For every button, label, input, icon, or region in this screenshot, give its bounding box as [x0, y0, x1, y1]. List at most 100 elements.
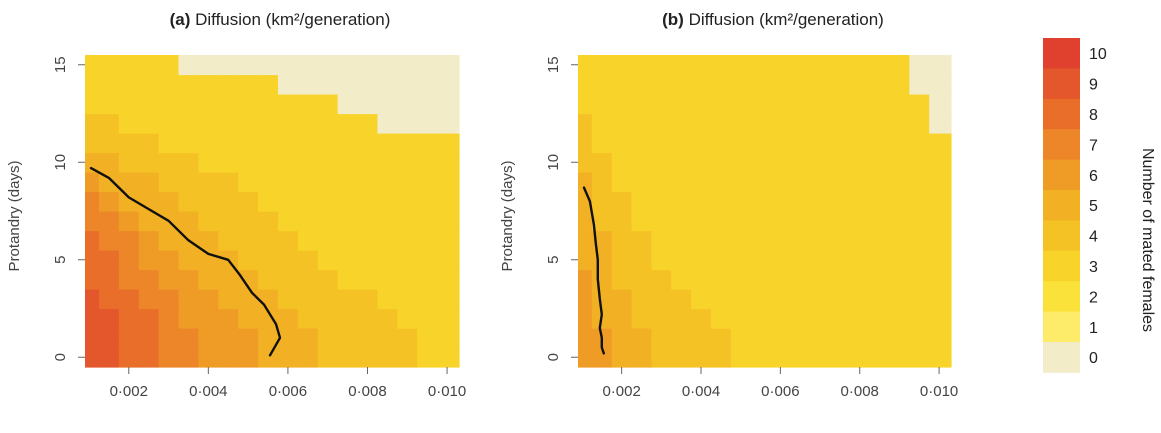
legend-swatch: [1043, 281, 1080, 312]
heatmap-cell: [810, 152, 831, 173]
heatmap-cell: [651, 308, 672, 329]
heatmap-cell: [417, 133, 438, 154]
heatmap-cell: [849, 347, 871, 368]
heatmap-cell: [178, 347, 199, 368]
heatmap-cell: [869, 191, 891, 212]
heatmap-cell: [889, 152, 910, 173]
heatmap-cell: [178, 250, 199, 271]
heatmap-cell: [337, 211, 359, 232]
heatmap-cell: [710, 94, 732, 115]
y-tick-label: 5: [545, 256, 562, 264]
heatmap-cell: [770, 191, 791, 212]
heatmap-cell: [198, 55, 219, 76]
heatmap-cell: [238, 347, 259, 368]
heatmap-cell: [750, 133, 772, 154]
legend-label: 5: [1089, 198, 1098, 215]
heatmap-cell: [158, 308, 180, 329]
heatmap-cell: [297, 347, 319, 368]
heatmap-cell: [337, 308, 359, 329]
heatmap-cell: [849, 289, 871, 310]
heatmap-cell: [118, 191, 140, 212]
heatmap-cell: [691, 230, 712, 251]
heatmap-cell: [85, 289, 100, 310]
heatmap-cell: [671, 308, 692, 329]
heatmap-cell: [750, 230, 772, 251]
heatmap-cell: [337, 55, 359, 76]
heatmap-cell: [377, 250, 398, 271]
heatmap-cell: [218, 152, 239, 173]
heatmap-cell: [810, 308, 831, 329]
heatmap-cell: [178, 94, 199, 115]
heatmap-cell: [909, 269, 930, 290]
heatmap-cell: [790, 211, 811, 232]
heatmap-cell: [138, 55, 160, 76]
heatmap-cell: [909, 113, 930, 134]
heatmap-cell: [578, 133, 593, 154]
heatmap-cell: [337, 289, 359, 310]
heatmap-cell: [929, 172, 952, 193]
heatmap-cell: [377, 172, 398, 193]
heatmap-cell: [869, 152, 891, 173]
heatmap-cell: [730, 289, 752, 310]
heatmap-cell: [929, 230, 952, 251]
heatmap-cell: [929, 113, 952, 134]
heatmap-cell: [829, 133, 851, 154]
heatmap-cell: [651, 133, 672, 154]
heatmap-cell: [671, 152, 692, 173]
heatmap-cell: [829, 113, 851, 134]
heatmap-cell: [929, 152, 952, 173]
heatmap-cell: [651, 113, 672, 134]
heatmap-cell: [651, 55, 672, 76]
heatmap-cell: [118, 211, 140, 232]
heatmap-cell: [138, 250, 160, 271]
heatmap-cell: [770, 74, 791, 95]
y-tick-label: 0: [545, 353, 562, 361]
heatmap-cell: [710, 328, 732, 349]
heatmap-cell: [611, 250, 633, 271]
heatmap-cell: [889, 191, 910, 212]
heatmap-cell: [238, 230, 259, 251]
legend-label: 4: [1089, 229, 1098, 246]
heatmap-cell: [158, 113, 180, 134]
heatmap-cell: [578, 230, 593, 251]
heatmap-cell: [611, 152, 633, 173]
heatmap-cell: [671, 172, 692, 193]
heatmap-cell: [357, 152, 379, 173]
heatmap-cell: [889, 172, 910, 193]
heatmap-cell: [158, 289, 180, 310]
heatmap-cell: [118, 250, 140, 271]
heatmap-cell: [591, 55, 613, 76]
heatmap-cell: [790, 74, 811, 95]
heatmap-cell: [591, 152, 613, 173]
heatmap-cell: [297, 308, 319, 329]
heatmap-cell: [158, 74, 180, 95]
heatmap-cell: [317, 250, 339, 271]
heatmap-cell: [730, 191, 752, 212]
heatmap-cell: [357, 230, 379, 251]
heatmap-cell: [118, 55, 140, 76]
heatmap-cell: [85, 55, 100, 76]
heatmap-cell: [750, 308, 772, 329]
heatmap-cell: [397, 230, 418, 251]
heatmap-cell: [750, 347, 772, 368]
heatmap-cell: [277, 347, 299, 368]
heatmap-cell: [710, 133, 732, 154]
heatmap-cell: [829, 94, 851, 115]
heatmap-cell: [829, 250, 851, 271]
heatmap-cell: [611, 211, 633, 232]
heatmap-cell: [611, 133, 633, 154]
heatmap-cell: [218, 347, 239, 368]
heatmap-cell: [631, 152, 653, 173]
heatmap-cell: [770, 308, 791, 329]
heatmap-cell: [790, 308, 811, 329]
heatmap-cell: [710, 74, 732, 95]
heatmap-cell: [631, 133, 653, 154]
heatmap-cell: [138, 74, 160, 95]
heatmap-cell: [611, 172, 633, 193]
heatmap-cell: [337, 152, 359, 173]
heatmap-cell: [277, 308, 299, 329]
heatmap-cell: [357, 269, 379, 290]
legend-title: Number of mated females: [1139, 148, 1156, 332]
heatmap-cell: [118, 308, 140, 329]
heatmap-cell: [437, 55, 460, 76]
